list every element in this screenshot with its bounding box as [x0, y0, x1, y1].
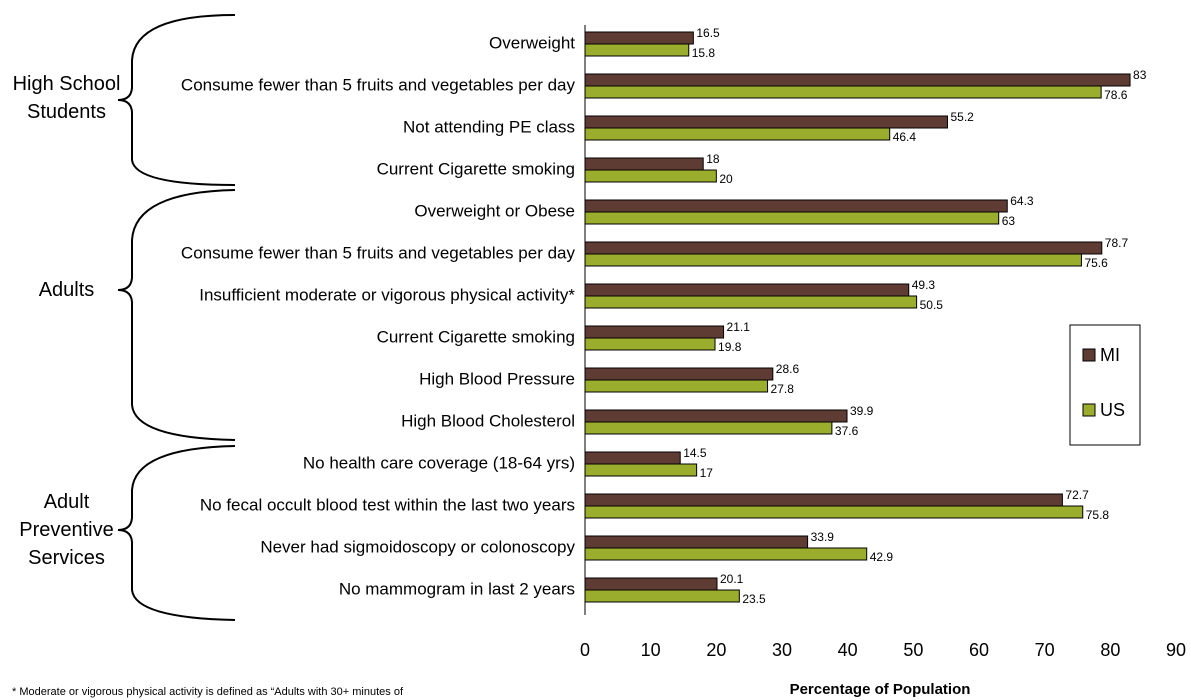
value-label: 75.8: [1086, 508, 1110, 522]
bar: [584, 535, 809, 549]
bar: [584, 169, 717, 183]
value-label: 14.5: [683, 446, 707, 460]
bar: [584, 157, 704, 171]
x-tick-label: 80: [1100, 640, 1120, 660]
x-tick-label: 0: [580, 640, 590, 660]
bar: [584, 577, 718, 591]
y-tick-label: Insufficient moderate or vigorous physic…: [199, 285, 575, 304]
value-label: 27.8: [771, 382, 795, 396]
legend-label: MI: [1100, 345, 1120, 365]
bar: [584, 241, 1103, 255]
bar: [584, 31, 694, 45]
group-brace: [117, 14, 236, 186]
y-tick-label: Consume fewer than 5 fruits and vegetabl…: [181, 75, 576, 94]
value-label: 50.5: [920, 298, 944, 312]
y-tick-label: Never had sigmoidoscopy or colonoscopy: [260, 537, 575, 556]
bar: [584, 505, 1084, 519]
value-label: 20.1: [720, 572, 744, 586]
bar: [584, 379, 769, 393]
value-label: 75.6: [1084, 256, 1108, 270]
value-label: 46.4: [893, 130, 917, 144]
value-label: 17: [700, 466, 714, 480]
y-tick-label: Consume fewer than 5 fruits and vegetabl…: [181, 243, 576, 262]
x-tick-label: 90: [1166, 640, 1186, 660]
x-tick-label: 40: [838, 640, 858, 660]
bar: [584, 127, 891, 141]
x-tick-label: 30: [772, 640, 792, 660]
y-tick-label: Overweight: [489, 33, 575, 52]
y-tick-label: Current Cigarette smoking: [377, 327, 575, 346]
bar: [584, 199, 1008, 213]
value-label: 37.6: [835, 424, 859, 438]
group-label: High School Students: [12, 73, 121, 123]
x-tick-label: 10: [641, 640, 661, 660]
value-label: 28.6: [776, 362, 800, 376]
legend-box: [1069, 324, 1141, 446]
bar: [584, 253, 1082, 267]
y-tick-label: No health care coverage (18-64 yrs): [303, 453, 575, 472]
x-tick-label: 60: [969, 640, 989, 660]
value-label: 78.7: [1105, 236, 1129, 250]
y-tick-label: High Blood Cholesterol: [401, 411, 575, 430]
value-label: 39.9: [850, 404, 874, 418]
value-label: 64.3: [1010, 194, 1034, 208]
bar: [584, 295, 918, 309]
bar: [584, 325, 725, 339]
value-label: 15.8: [692, 46, 716, 60]
y-tick-label: No mammogram in last 2 years: [339, 579, 575, 598]
x-axis-title: Percentage of Population: [790, 681, 971, 698]
value-label: 21.1: [727, 320, 751, 334]
bar: [584, 73, 1131, 87]
value-label: 78.6: [1104, 88, 1128, 102]
group-brace: [117, 189, 236, 441]
value-label: 18: [706, 152, 720, 166]
legend-swatch: [1082, 403, 1096, 417]
y-tick-label: Current Cigarette smoking: [377, 159, 575, 178]
value-label: 19.8: [718, 340, 742, 354]
bar: [584, 493, 1063, 507]
legend-label: US: [1100, 400, 1125, 420]
y-tick-label: No fecal occult blood test within the la…: [200, 495, 575, 514]
bar: [584, 211, 1000, 225]
legend-swatch: [1082, 348, 1096, 362]
bar: [584, 463, 698, 477]
group-label: Adult Preventive Services: [19, 491, 114, 569]
bar: [584, 409, 848, 423]
group-brace: [117, 445, 236, 621]
bar: [584, 589, 740, 603]
x-tick-label: 50: [903, 640, 923, 660]
y-tick-label: High Blood Pressure: [419, 369, 575, 388]
footnote: * Moderate or vigorous physical activity…: [12, 686, 404, 698]
value-label: 55.2: [950, 110, 974, 124]
group-label: Adults: [38, 279, 95, 301]
y-tick-label: Overweight or Obese: [414, 201, 575, 220]
bar: [584, 283, 910, 297]
value-label: 33.9: [811, 530, 835, 544]
x-tick-label: 20: [706, 640, 726, 660]
bar: [584, 85, 1102, 99]
bar: [584, 367, 774, 381]
value-label: 72.7: [1065, 488, 1089, 502]
bar: [584, 115, 948, 129]
value-label: 49.3: [912, 278, 936, 292]
x-tick-label: 70: [1035, 640, 1055, 660]
bar: [584, 421, 833, 435]
y-tick-label: Not attending PE class: [403, 117, 575, 136]
bar: [584, 451, 681, 465]
value-label: 16.5: [696, 26, 720, 40]
value-label: 63: [1002, 214, 1016, 228]
value-label: 23.5: [742, 592, 766, 606]
value-label: 83: [1133, 68, 1147, 82]
value-label: 20: [719, 172, 733, 186]
bar: [584, 43, 690, 57]
bar: [584, 547, 868, 561]
value-label: 42.9: [870, 550, 894, 564]
bar: [584, 337, 716, 351]
